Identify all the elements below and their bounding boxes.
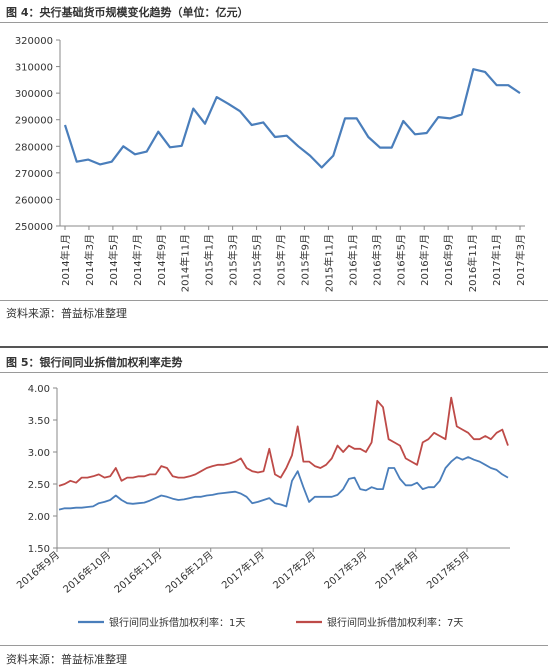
x-tick-label: 2014年11月 xyxy=(179,234,192,292)
legend-label: 银行间同业拆借加权利率：7天 xyxy=(327,616,463,629)
figure-2-source: 资料来源：普益标准整理 xyxy=(6,653,127,666)
x-tick-label: 2016年11月 xyxy=(111,548,164,595)
y-tick-label: 1.50 xyxy=(28,544,50,555)
rate-1-day-series-line xyxy=(58,456,509,511)
y-tick-label: 260000 xyxy=(15,195,53,206)
y-tick-label: 250000 xyxy=(15,222,53,233)
x-tick-label: 2016年9月 xyxy=(442,234,455,286)
x-tick-label: 2014年3月 xyxy=(83,234,96,286)
x-tick-label: 2017年5月 xyxy=(424,548,472,591)
y-tick-label: 3.00 xyxy=(28,448,50,459)
x-tick-label: 2015年7月 xyxy=(275,234,288,286)
x-tick-label: 2015年11月 xyxy=(322,234,335,292)
base-money-line-chart: 250000 260000 270000 280000 290000 300000 3100… xyxy=(15,36,527,292)
legend-label: 银行间同业拆借加权利率：1天 xyxy=(109,616,245,629)
y-tick-label: 2.50 xyxy=(28,480,50,491)
figure-1-top-rule xyxy=(0,22,548,23)
figure-2-title-rule xyxy=(0,372,548,373)
x-tick-label: 2017年2月 xyxy=(270,548,318,591)
y-tick-label: 310000 xyxy=(15,63,53,74)
x-tick-label: 2016年12月 xyxy=(163,548,216,595)
x-tick-label: 2016年11月 xyxy=(466,234,479,292)
y-tick-label: 320000 xyxy=(15,36,53,47)
y-tick-label: 280000 xyxy=(15,142,53,153)
y-tick-label: 3.50 xyxy=(28,416,50,427)
x-tick-label: 2014年9月 xyxy=(155,234,168,286)
x-tick-label: 2016年1月 xyxy=(346,234,359,286)
x-tick-label: 2016年10月 xyxy=(60,548,113,595)
x-tick-label: 2015年5月 xyxy=(251,234,264,286)
x-tick-label: 2016年3月 xyxy=(370,234,383,286)
figure-2-bottom-rule xyxy=(0,645,548,646)
x-tick-label: 2014年7月 xyxy=(131,234,144,286)
x-tick-label: 2017年1月 xyxy=(490,234,503,286)
x-tick-label: 2014年5月 xyxy=(107,234,120,286)
x-tick-label: 2017年4月 xyxy=(373,548,421,591)
y-tick-label: 270000 xyxy=(15,169,53,180)
base-money-series-line xyxy=(63,68,521,169)
figure-1-title: 图 4：央行基础货币规模变化趋势（单位：亿元） xyxy=(6,6,249,19)
y-tick-label: 2.00 xyxy=(28,512,50,523)
x-tick-label: 2014年1月 xyxy=(59,234,72,286)
x-tick-label: 2017年3月 xyxy=(514,234,527,286)
x-tick-label: 2017年3月 xyxy=(321,548,369,591)
figure-1-bottom-rule xyxy=(0,300,548,301)
figure-2-title: 图 5：银行间同业拆借加权利率走势 xyxy=(6,356,183,369)
x-tick-label: 2016年7月 xyxy=(418,234,431,286)
x-tick-label: 2017年1月 xyxy=(219,548,267,591)
x-tick-label: 2015年1月 xyxy=(203,234,216,286)
y-tick-label: 4.00 xyxy=(28,384,50,395)
figure-2-top-rule xyxy=(0,346,548,348)
x-tick-label: 2015年3月 xyxy=(227,234,240,286)
rate-7-day-series-line xyxy=(58,396,509,487)
y-tick-label: 300000 xyxy=(15,89,53,100)
figure-1-source: 资料来源：普益标准整理 xyxy=(6,307,127,320)
x-tick-label: 2015年9月 xyxy=(298,234,311,286)
y-tick-label: 290000 xyxy=(15,116,53,127)
x-tick-label: 2016年5月 xyxy=(394,234,407,286)
